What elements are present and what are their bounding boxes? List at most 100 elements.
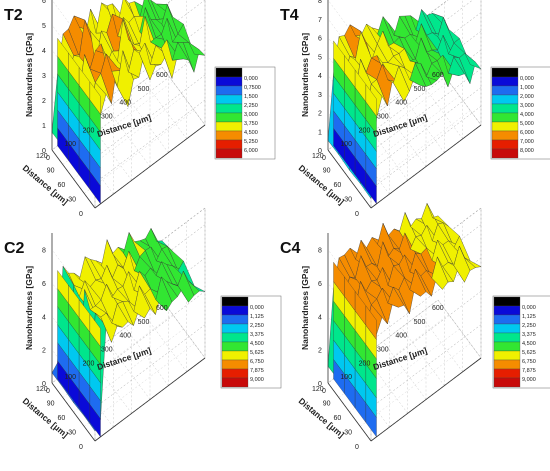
colorbar: 0,000 1,125 2,250 3,375 4,500 5,625 6,750 7,875…	[492, 295, 550, 389]
y-gridline	[51, 299, 163, 384]
y-tick-label: 90	[47, 401, 55, 408]
colorbar-swatch	[215, 112, 243, 123]
surface-cell	[464, 257, 482, 268]
x-gridline	[401, 327, 445, 386]
x-tick-label: 400	[119, 100, 131, 107]
x-tick-label: 100	[64, 141, 76, 148]
colorbar-tick-label: 4,500	[244, 130, 258, 136]
y-tick-label: 90	[47, 168, 55, 175]
colorbar-tick-label: 8,000	[520, 148, 534, 154]
y-tick-label: 30	[344, 430, 352, 437]
y-tick-label: 60	[58, 182, 66, 189]
y-gridline	[338, 81, 449, 165]
y-tick-label: 0	[355, 211, 359, 218]
z-tick-label: 4	[318, 73, 322, 80]
x-tick-label: 0	[322, 155, 326, 162]
x-gridline	[125, 94, 169, 153]
x-tick-label: 300	[101, 114, 113, 121]
y-gridline	[360, 110, 471, 194]
colorbar-tick-label: 3,375	[250, 332, 264, 338]
z-axis-label: Nanohardness [GPa]	[24, 266, 34, 350]
y-tick-label: 120	[312, 386, 324, 393]
y-gridline	[327, 66, 439, 151]
colorbar-swatch	[215, 103, 243, 114]
x-axis	[94, 124, 206, 209]
colorbar-tick-label: 0,000	[244, 76, 258, 82]
x-tick-label: 600	[156, 305, 168, 312]
colorbar-tick-label: 0,7500	[244, 85, 261, 91]
z-tick-label: 1	[42, 123, 46, 130]
panel-label: C2	[4, 240, 25, 257]
colorbar-swatch	[221, 323, 249, 334]
surface-wall-cell	[57, 37, 69, 72]
y-axis	[51, 149, 96, 209]
colorbar-swatch	[215, 130, 243, 141]
y-gridline	[62, 81, 173, 165]
x-tick-label: 100	[340, 141, 352, 148]
z-tick-label: 8	[318, 0, 322, 5]
colorbar-swatch	[493, 377, 521, 388]
colorbar-swatch	[221, 377, 249, 388]
z-tick-label: 6	[42, 0, 46, 5]
colorbar-tick-label: 3,750	[244, 121, 258, 127]
surface-wall-cell	[57, 270, 69, 304]
x-gridline	[143, 80, 187, 139]
colorbar-tick-label: 7,875	[250, 368, 264, 374]
x-tick-label: 400	[119, 333, 131, 340]
colorbar-tick-label: 3,375	[522, 332, 536, 338]
colorbar-tick-label: 2,250	[244, 103, 258, 109]
y-tick-label: 30	[344, 197, 352, 204]
colorbar-swatch	[491, 76, 519, 87]
x-axis	[370, 124, 482, 209]
colorbar-swatch	[221, 368, 249, 379]
colorbar-tick-label: 0,000	[522, 305, 536, 311]
colorbar-tick-label: 5,625	[250, 350, 264, 356]
panel-label: T2	[4, 7, 23, 24]
colorbar-tick-label: 7,000	[520, 139, 534, 145]
surface-wall-cell	[333, 40, 345, 74]
z-gridline	[370, 49, 482, 134]
colorbar-swatch	[221, 314, 249, 325]
y-tick-label: 0	[79, 211, 83, 218]
x-gridline	[419, 80, 463, 139]
colorbar-tick-label: 6,750	[250, 359, 264, 365]
y-tick-label: 30	[68, 197, 76, 204]
z-tick-label: 2	[42, 98, 46, 105]
colorbar-swatch	[215, 94, 243, 105]
colorbar-swatch	[221, 350, 249, 361]
z-tick-label: 1	[318, 129, 322, 136]
x-tick-label: 0	[46, 388, 50, 395]
y-gridline	[349, 95, 460, 180]
colorbar-tick-label: 2,250	[522, 323, 536, 329]
y-gridline	[349, 328, 460, 413]
x-tick-label: 500	[138, 319, 150, 326]
x-gridline	[125, 327, 169, 386]
y-tick-label: 0	[79, 444, 83, 451]
z-tick-label: 0	[42, 148, 46, 155]
colorbar-swatch	[491, 130, 519, 141]
x-tick-label: 400	[395, 100, 407, 107]
surface-wall-cell	[333, 261, 345, 297]
colorbar-tick-label: 1,000	[520, 85, 534, 91]
z-tick-label: 0	[318, 148, 322, 155]
y-gridline	[84, 343, 195, 427]
z-tick-label: 6	[42, 281, 46, 288]
colorbar-swatch	[493, 341, 521, 352]
colorbar-swatch	[493, 368, 521, 379]
colorbar-swatch	[493, 350, 521, 361]
z-tick-label: 4	[42, 314, 46, 321]
y-tick-label: 0	[355, 444, 359, 451]
x-tick-label: 200	[359, 360, 371, 367]
chart-panel-t2: 012345603060901200100200300400500600Nano…	[4, 0, 276, 218]
z-tick-label: 3	[318, 92, 322, 99]
z-gridline	[370, 291, 482, 375]
surface-cell	[464, 52, 482, 70]
colorbar-tick-label: 2,000	[520, 94, 534, 100]
colorbar-tick-label: 5,000	[520, 121, 534, 127]
z-tick-label: 0	[318, 381, 322, 388]
colorbar-tick-label: 3,000	[520, 103, 534, 109]
x-gridline	[401, 94, 445, 153]
y-tick-label: 120	[312, 153, 324, 160]
colorbar-tick-label: 9,000	[522, 377, 536, 383]
